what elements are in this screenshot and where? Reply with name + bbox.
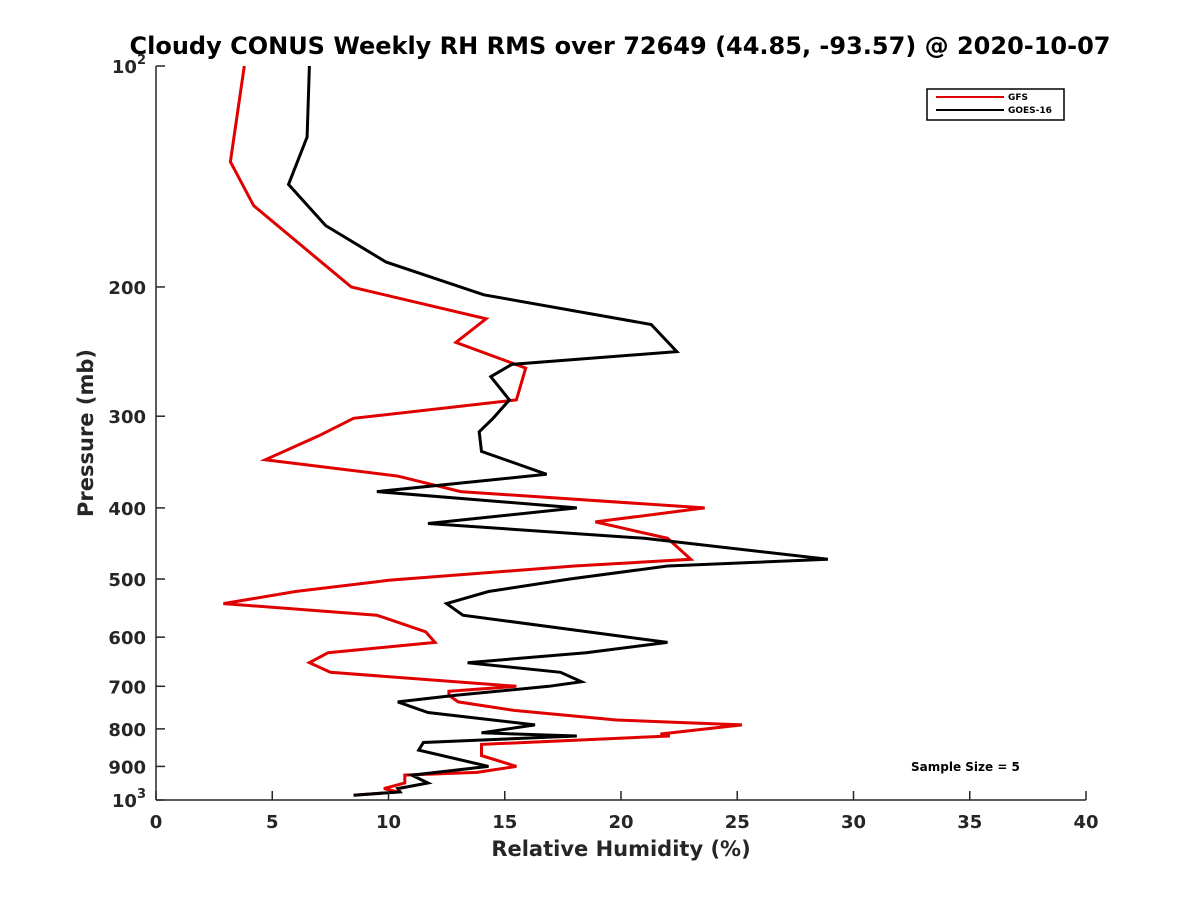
legend-label-gfs: GFS (1008, 93, 1028, 103)
x-tick-label: 30 (841, 812, 866, 833)
x-tick-label: 10 (376, 812, 401, 833)
series-layer (223, 65, 829, 797)
legend-box (926, 88, 1065, 121)
y-tick-label: 400 (108, 499, 146, 520)
series-line-gfs (223, 65, 743, 797)
x-tick-label: 25 (725, 812, 750, 833)
y-axis-label: Pressure (mb) (74, 349, 98, 517)
y-tick-label: 102 (112, 53, 146, 78)
y-tick-label: 800 (108, 720, 146, 741)
plot-area: 0 5 10 15 20 25 30 35 40 102 200 300 400 500 600 700 80… (108, 53, 1098, 833)
chart-title: Cloudy CONUS Weekly RH RMS over 72649 (4… (130, 32, 1111, 60)
y-tick-label: 500 (108, 570, 146, 591)
y-tick-label: 300 (108, 407, 146, 428)
y-tick-label: 103 (112, 787, 146, 812)
x-tick-label: 20 (608, 812, 633, 833)
legend-label-goes16: GOES-16 (1008, 106, 1052, 116)
x-tick-label: 5 (266, 812, 279, 833)
y-ticks: 102 200 300 400 500 600 700 800 900 103 (108, 53, 165, 812)
y-tick-label: 600 (108, 628, 146, 649)
x-tick-label: 0 (150, 812, 163, 833)
x-ticks: 0 5 10 15 20 25 30 35 40 (150, 791, 1099, 833)
x-tick-label: 15 (492, 812, 517, 833)
legend: GFS GOES-16 (926, 88, 1065, 121)
y-tick-label: 200 (108, 278, 146, 299)
x-axis-label: Relative Humidity (%) (491, 837, 750, 861)
sample-size-annotation: Sample Size = 5 (911, 760, 1020, 774)
x-tick-label: 40 (1073, 812, 1098, 833)
y-tick-label: 900 (108, 757, 146, 778)
x-tick-label: 35 (957, 812, 982, 833)
y-tick-label: 700 (108, 677, 146, 698)
series-line-goes16 (286, 65, 829, 797)
